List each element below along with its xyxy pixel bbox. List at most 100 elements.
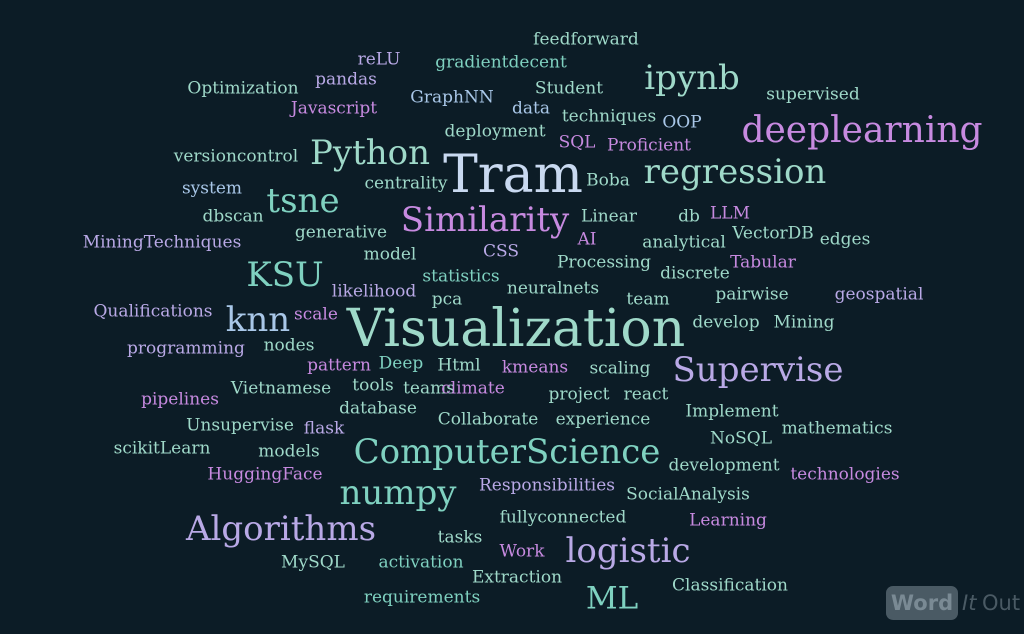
cloud-word: technologies: [790, 464, 900, 485]
cloud-word: LLM: [710, 203, 750, 224]
cloud-word: Tabular: [730, 252, 796, 273]
cloud-word: Implement: [685, 401, 779, 422]
cloud-word: HuggingFace: [207, 464, 323, 485]
cloud-word: scaling: [589, 358, 651, 379]
cloud-word: system: [181, 178, 243, 199]
cloud-word: team: [626, 289, 670, 310]
cloud-word: Mining: [773, 312, 835, 333]
cloud-word: Collaborate: [437, 409, 539, 430]
cloud-word: Boba: [586, 170, 630, 191]
cloud-word: logistic: [565, 531, 691, 571]
cloud-word: scikitLearn: [113, 438, 211, 459]
cloud-word: react: [623, 384, 669, 405]
cloud-word: kmeans: [501, 357, 569, 378]
cloud-word: activation: [378, 552, 464, 573]
cloud-word: SQL: [558, 132, 596, 153]
cloud-word: project: [548, 384, 610, 405]
cloud-word: Classification: [672, 575, 788, 596]
cloud-word: likelihood: [331, 281, 417, 302]
cloud-word: Qualifications: [93, 301, 213, 322]
cloud-word: numpy: [339, 473, 457, 513]
cloud-word: knn: [225, 300, 291, 340]
cloud-word: SocialAnalysis: [626, 484, 750, 505]
cloud-word: pca: [431, 289, 463, 310]
cloud-word: generative: [294, 222, 388, 243]
cloud-word: versioncontrol: [173, 146, 299, 167]
cloud-word: CSS: [482, 241, 520, 262]
cloud-word: pairwise: [715, 284, 789, 305]
cloud-word: Python: [309, 133, 431, 173]
cloud-word: feedforward: [533, 29, 639, 50]
cloud-word: Student: [534, 78, 604, 99]
cloud-word: Unsupervise: [186, 415, 294, 436]
cloud-word: models: [258, 441, 320, 462]
cloud-word: Visualization: [346, 299, 686, 359]
cloud-word: regression: [643, 152, 827, 192]
cloud-word: deeplearning: [741, 110, 983, 151]
cloud-word: develop: [692, 312, 760, 333]
cloud-word: Linear: [581, 206, 637, 227]
cloud-word: database: [339, 398, 417, 419]
cloud-word: Responsibilities: [478, 475, 616, 496]
logo-out: Out: [982, 591, 1021, 615]
cloud-word: neuralnets: [506, 278, 600, 299]
cloud-word: db: [678, 206, 700, 227]
cloud-word: OOP: [662, 112, 702, 133]
cloud-word: supervised: [766, 84, 860, 105]
cloud-word: Supervise: [672, 350, 844, 390]
cloud-word: dbscan: [202, 206, 264, 227]
cloud-word: Similarity: [400, 200, 570, 240]
cloud-word: experience: [555, 409, 651, 430]
cloud-word: reLU: [357, 49, 401, 70]
cloud-word: Algorithms: [185, 509, 377, 549]
cloud-word: AI: [577, 229, 597, 250]
cloud-word: fullyconnected: [499, 507, 627, 528]
cloud-word: geospatial: [834, 284, 924, 305]
wordout-logo: Word It Out: [886, 586, 1021, 624]
cloud-word: Html: [437, 355, 481, 376]
cloud-word: development: [668, 455, 780, 476]
cloud-word: centrality: [364, 173, 448, 194]
cloud-word: mathematics: [781, 418, 893, 439]
cloud-word: pandas: [315, 69, 377, 90]
logo-it: It: [962, 591, 977, 615]
cloud-word: Vietnamese: [230, 378, 332, 399]
cloud-word: climate: [441, 378, 505, 399]
cloud-word: MySQL: [281, 552, 345, 573]
cloud-word: Javascript: [290, 98, 378, 119]
cloud-word: Learning: [689, 510, 767, 531]
cloud-word: Processing: [556, 252, 652, 273]
cloud-word: analytical: [642, 232, 726, 253]
cloud-word: teams: [403, 378, 455, 399]
cloud-word: deployment: [444, 121, 546, 142]
cloud-word: scale: [294, 304, 338, 325]
cloud-word: statistics: [422, 266, 500, 287]
cloud-word: pipelines: [141, 389, 219, 410]
cloud-word: Tram: [443, 145, 583, 205]
cloud-word: MiningTechniques: [82, 232, 242, 253]
cloud-word: Extraction: [471, 567, 563, 588]
cloud-word: tools: [352, 375, 394, 396]
cloud-word: GraphNN: [410, 87, 494, 108]
cloud-word: techniques: [561, 106, 657, 127]
cloud-word: Optimization: [187, 78, 299, 99]
cloud-word: flask: [303, 418, 345, 439]
cloud-word: gradientdecent: [435, 52, 567, 73]
cloud-word: pattern: [307, 355, 371, 376]
cloud-word: nodes: [263, 335, 315, 356]
cloud-word: ComputerScience: [353, 432, 661, 472]
cloud-word: Work: [499, 541, 545, 562]
cloud-word: model: [363, 244, 417, 265]
cloud-word: tasks: [437, 527, 483, 548]
cloud-word: Deep: [378, 353, 424, 374]
cloud-word: NoSQL: [710, 428, 772, 449]
cloud-word: tsne: [266, 181, 340, 221]
cloud-word: VectorDB: [732, 223, 814, 244]
cloud-word: KSU: [246, 255, 324, 295]
cloud-word: requirements: [363, 587, 481, 608]
cloud-word: Proficient: [607, 135, 691, 156]
cloud-word: programming: [127, 338, 245, 359]
logo-word: Word: [886, 586, 958, 620]
cloud-word: ipynb: [644, 58, 740, 98]
